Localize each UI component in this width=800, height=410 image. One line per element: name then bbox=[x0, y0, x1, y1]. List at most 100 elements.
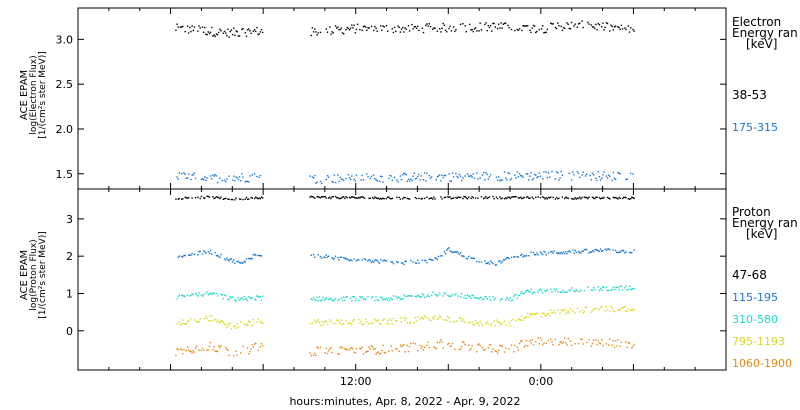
data-point bbox=[537, 291, 539, 293]
data-point bbox=[439, 315, 441, 317]
data-point bbox=[353, 196, 355, 198]
data-point bbox=[463, 297, 465, 299]
data-point bbox=[388, 350, 390, 352]
data-point bbox=[478, 30, 480, 32]
data-point bbox=[439, 174, 441, 176]
data-point bbox=[617, 26, 619, 28]
data-point bbox=[228, 198, 230, 200]
data-point bbox=[414, 343, 417, 345]
data-point bbox=[540, 339, 543, 341]
data-point bbox=[488, 176, 491, 178]
data-point bbox=[367, 295, 369, 298]
data-point bbox=[402, 26, 404, 29]
data-point bbox=[569, 251, 572, 253]
data-point bbox=[542, 196, 544, 198]
data-point bbox=[447, 294, 449, 296]
data-point bbox=[246, 347, 249, 349]
data-point bbox=[561, 29, 564, 32]
data-point bbox=[408, 322, 411, 324]
data-point bbox=[417, 349, 419, 352]
data-point bbox=[468, 344, 470, 346]
data-point bbox=[230, 297, 233, 299]
data-point bbox=[404, 319, 406, 321]
data-point bbox=[492, 348, 494, 350]
data-point bbox=[314, 352, 316, 355]
data-point bbox=[506, 197, 508, 200]
data-point bbox=[487, 24, 489, 27]
data-point bbox=[406, 180, 408, 182]
data-point bbox=[620, 24, 623, 27]
data-point bbox=[309, 196, 311, 198]
data-point bbox=[550, 251, 552, 253]
data-point bbox=[564, 252, 566, 255]
data-point bbox=[229, 296, 231, 298]
data-point bbox=[245, 180, 248, 183]
data-point bbox=[533, 173, 536, 176]
data-point bbox=[209, 31, 212, 33]
data-point bbox=[182, 256, 184, 258]
data-point bbox=[413, 172, 415, 174]
data-point bbox=[246, 198, 249, 200]
data-point bbox=[419, 179, 421, 181]
data-point bbox=[243, 295, 245, 298]
data-point bbox=[577, 23, 580, 25]
data-point bbox=[337, 257, 339, 259]
data-point bbox=[522, 176, 524, 178]
data-point bbox=[428, 258, 430, 260]
data-point bbox=[392, 317, 395, 320]
data-point bbox=[539, 251, 542, 253]
data-point bbox=[388, 297, 390, 299]
data-point bbox=[369, 259, 371, 262]
data-point bbox=[380, 25, 382, 27]
data-point bbox=[592, 174, 595, 176]
data-point bbox=[471, 294, 473, 296]
data-point bbox=[540, 289, 543, 292]
data-point bbox=[503, 22, 506, 25]
data-point bbox=[332, 196, 334, 198]
data-point bbox=[450, 345, 452, 347]
data-point bbox=[312, 31, 315, 33]
data-point bbox=[382, 197, 384, 199]
data-point bbox=[361, 174, 363, 177]
data-point bbox=[218, 255, 220, 258]
data-point bbox=[518, 197, 521, 199]
data-point bbox=[197, 321, 199, 323]
data-point bbox=[550, 196, 552, 198]
data-point bbox=[392, 295, 395, 297]
data-point bbox=[189, 350, 191, 353]
data-point bbox=[398, 26, 400, 29]
data-point bbox=[523, 346, 525, 348]
data-point bbox=[231, 33, 234, 36]
data-point bbox=[513, 295, 515, 297]
data-point bbox=[566, 344, 568, 346]
data-point bbox=[425, 180, 427, 182]
data-point bbox=[468, 175, 470, 177]
data-point bbox=[545, 290, 547, 292]
data-point bbox=[529, 340, 531, 342]
data-point bbox=[241, 297, 243, 299]
data-point bbox=[316, 196, 318, 198]
data-point bbox=[236, 354, 238, 356]
data-point bbox=[459, 252, 462, 254]
data-point bbox=[362, 179, 365, 181]
data-point bbox=[479, 320, 481, 322]
data-point bbox=[579, 251, 581, 254]
data-point bbox=[222, 321, 224, 323]
data-point bbox=[611, 179, 613, 182]
data-point bbox=[500, 262, 502, 264]
data-point bbox=[596, 29, 598, 31]
data-point bbox=[476, 322, 478, 324]
data-point bbox=[487, 178, 489, 180]
data-point bbox=[455, 251, 457, 253]
data-point bbox=[498, 23, 500, 25]
data-point bbox=[353, 319, 355, 321]
data-point bbox=[530, 251, 532, 253]
data-point bbox=[229, 30, 231, 33]
data-point bbox=[596, 249, 598, 251]
data-point bbox=[407, 178, 410, 180]
data-point bbox=[609, 249, 611, 251]
data-point bbox=[368, 346, 370, 348]
data-point bbox=[404, 351, 406, 353]
data-point bbox=[602, 250, 604, 252]
data-point bbox=[564, 197, 566, 200]
